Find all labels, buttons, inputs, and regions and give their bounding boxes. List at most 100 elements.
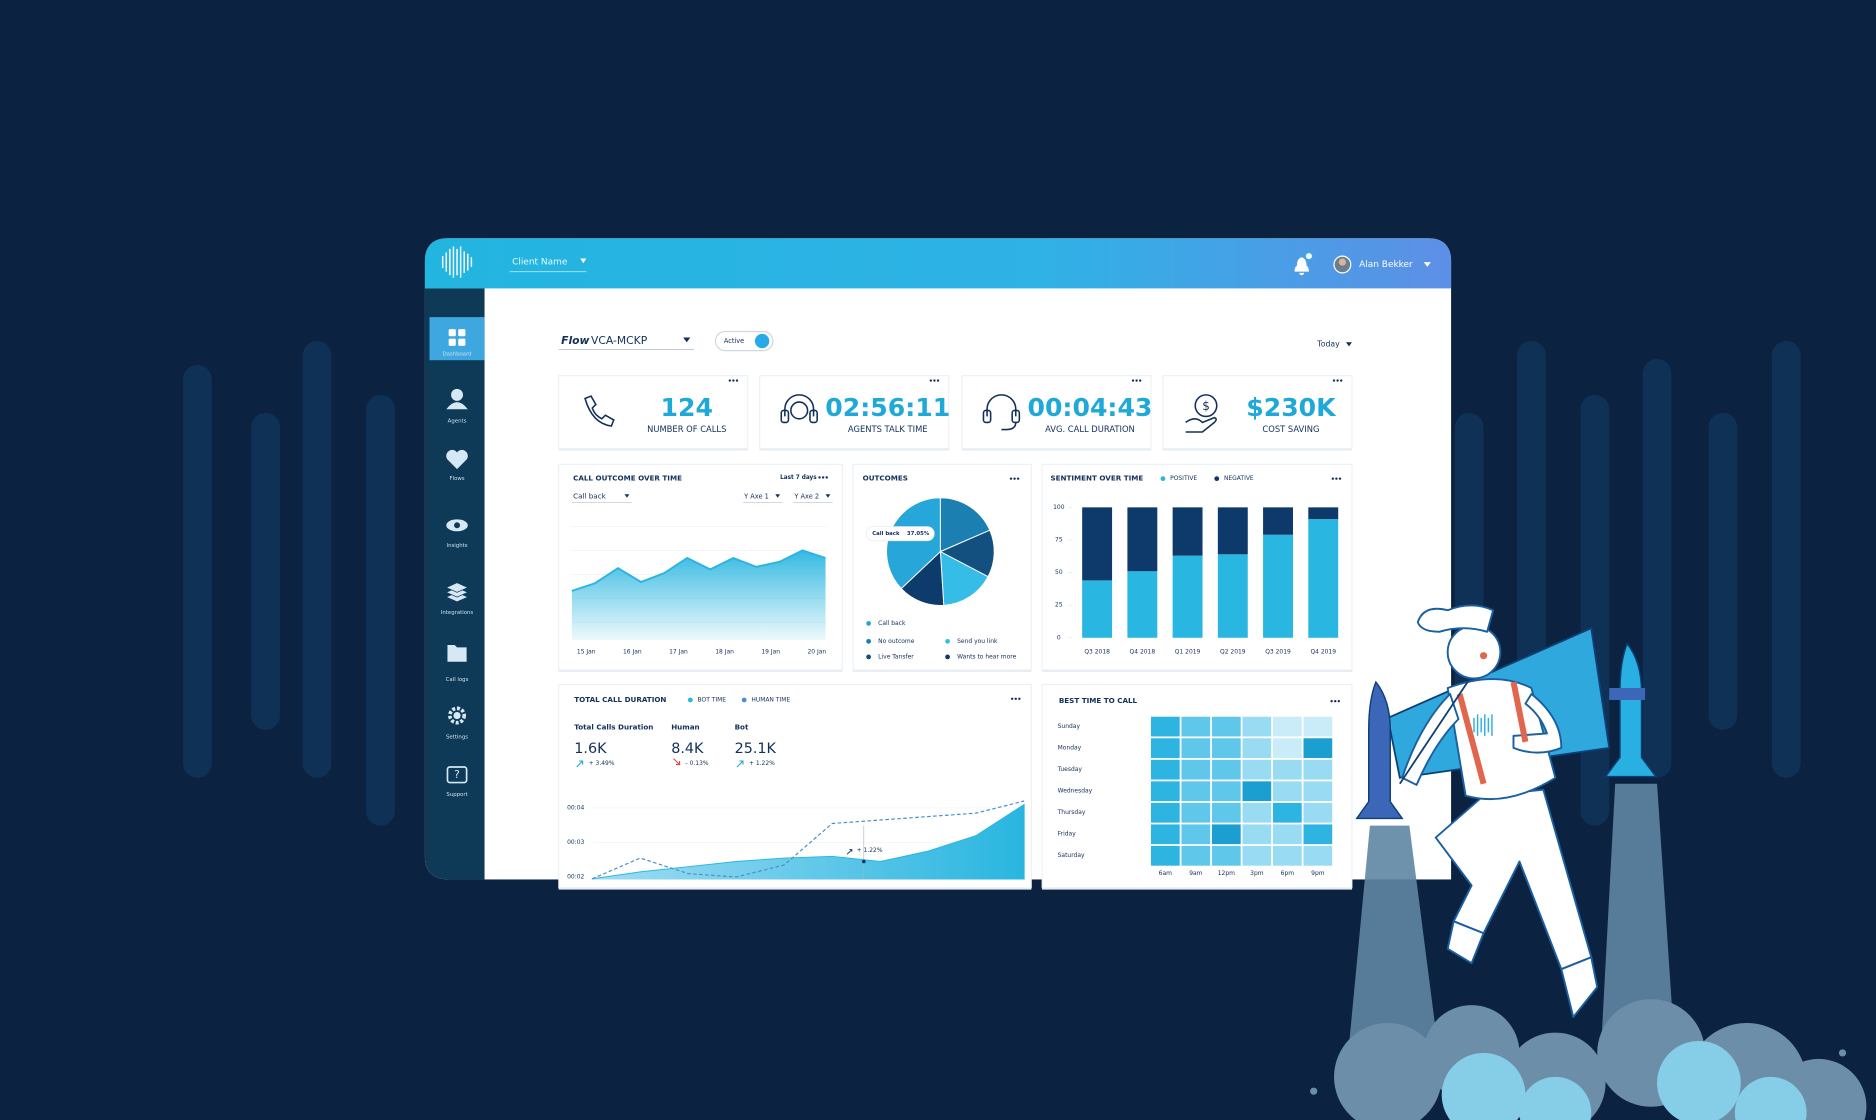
card-menu[interactable] <box>1330 699 1340 703</box>
stat-value: 8.4K <box>671 741 704 757</box>
user-caret <box>1423 262 1431 267</box>
user-name[interactable]: Alan Bekker <box>1359 260 1413 270</box>
column-label: 3pm <box>1250 870 1264 877</box>
kpi-icon <box>986 394 1017 417</box>
sidebar-active <box>429 317 485 361</box>
y-tick-label: 00:02 <box>567 874 584 881</box>
menu-dot <box>1009 477 1013 480</box>
kpi-card-shadow <box>558 448 748 451</box>
area-fill <box>591 803 1025 880</box>
client-name[interactable]: Client Name <box>512 258 568 268</box>
menu-dot <box>1010 697 1014 700</box>
filter-caret <box>624 494 630 498</box>
heat-cell <box>1303 738 1333 759</box>
bell-icon[interactable] <box>1294 257 1309 276</box>
card-menu[interactable] <box>1009 477 1020 480</box>
sidebar-label: Call logs <box>446 677 469 683</box>
menu-dot <box>728 379 732 382</box>
icon-part <box>458 338 466 346</box>
heat-cell <box>1211 781 1241 802</box>
sidebar-label: Integrations <box>441 610 474 616</box>
legend-dot <box>866 638 871 644</box>
kpi-value: 124 <box>661 393 713 422</box>
card-menu[interactable] <box>818 476 828 479</box>
sidebar-item[interactable]: Integrations <box>441 582 474 616</box>
card-menu[interactable] <box>1010 697 1021 700</box>
sidebar-item[interactable]: Agents <box>446 388 468 425</box>
axis-caret <box>825 494 831 498</box>
stat-value: 25.1K <box>735 741 777 757</box>
legend-dot <box>1214 476 1220 482</box>
sidebar-item[interactable]: Insights <box>446 519 468 549</box>
exhaust <box>1600 783 1675 1053</box>
sidebar-item[interactable]: Call logs <box>446 644 469 683</box>
bar-segment <box>1308 519 1339 638</box>
cloud <box>1734 1076 1807 1120</box>
y-tick-label: 75 <box>1055 536 1063 543</box>
axis-dropdown[interactable]: Y Axe 2 <box>793 493 819 501</box>
sidebar-item[interactable]: ? Support <box>446 766 468 798</box>
menu-dot <box>1340 379 1343 382</box>
menu-dot <box>825 476 828 479</box>
illustration <box>1310 604 1867 1120</box>
legend-label: BOT TIME <box>698 696 727 703</box>
row-label: Friday <box>1058 830 1077 837</box>
row-label: Tuesday <box>1057 766 1083 773</box>
x-tick-label: 18 Jan <box>715 649 734 656</box>
kpi-card <box>1162 375 1353 450</box>
background-bar <box>302 341 332 778</box>
heat-cell <box>1181 802 1211 823</box>
background-bar <box>366 394 395 826</box>
menu-dot <box>1336 379 1339 382</box>
dashed-line <box>591 800 1025 880</box>
stat-label: Total Calls Duration <box>574 722 653 731</box>
heat-cell <box>1211 802 1241 823</box>
cloud <box>1519 1076 1592 1120</box>
sidebar-item[interactable]: Settings <box>446 706 468 741</box>
sidebar-item[interactable]: Dashboard <box>442 329 472 358</box>
kpi-card-shadow <box>961 448 1151 451</box>
menu-dot <box>821 476 825 479</box>
range-label[interactable]: Last 7 days <box>780 475 817 481</box>
card-menu[interactable] <box>929 379 940 382</box>
plot-area <box>591 800 1025 880</box>
filter-dropdown[interactable]: Call back <box>573 492 606 501</box>
call-duration-card-shadow <box>558 887 1032 890</box>
icon-part <box>446 766 468 784</box>
bar-segment <box>1217 554 1248 638</box>
toggle-knob <box>754 333 770 349</box>
background-bar <box>183 364 212 778</box>
icon-part <box>445 582 469 593</box>
background-bar <box>1580 394 1610 826</box>
head <box>1446 624 1502 680</box>
cable <box>1399 675 1473 785</box>
pie-slice <box>900 550 945 606</box>
flow-label[interactable]: Flow <box>561 334 589 347</box>
heat-cell <box>1303 802 1333 823</box>
outcomes-card-shadow <box>853 670 1032 672</box>
cloud-dot <box>1838 1049 1847 1057</box>
sidebar-label: Dashboard <box>442 352 471 358</box>
card-menu[interactable] <box>1331 477 1342 480</box>
period-label[interactable]: Today <box>1316 340 1340 349</box>
area-line <box>571 549 826 592</box>
flow-name[interactable]: VCA-MCKP <box>591 334 648 347</box>
card-menu[interactable] <box>1332 379 1343 382</box>
heat-cell <box>1273 824 1302 845</box>
sidebar-label: Settings <box>446 735 468 741</box>
background-bar <box>251 412 280 730</box>
legend-label: Call back <box>878 620 906 627</box>
heat-cell <box>1273 738 1302 759</box>
row-label: Wednesday <box>1058 787 1093 794</box>
kpi-value: 02:56:11 <box>825 393 950 422</box>
card-menu[interactable] <box>728 379 739 382</box>
card-menu[interactable] <box>1131 379 1142 382</box>
menu-dot <box>1014 697 1017 700</box>
kpi-icon <box>584 395 615 427</box>
sidebar-item[interactable]: Flows <box>446 449 468 482</box>
y-tick-label: 50 <box>1055 569 1063 576</box>
sidebar-label: Insights <box>447 543 468 549</box>
axis-dropdown[interactable]: Y Axe 1 <box>743 493 769 501</box>
heat-cell <box>1181 759 1211 780</box>
bar-segment <box>1172 555 1203 638</box>
